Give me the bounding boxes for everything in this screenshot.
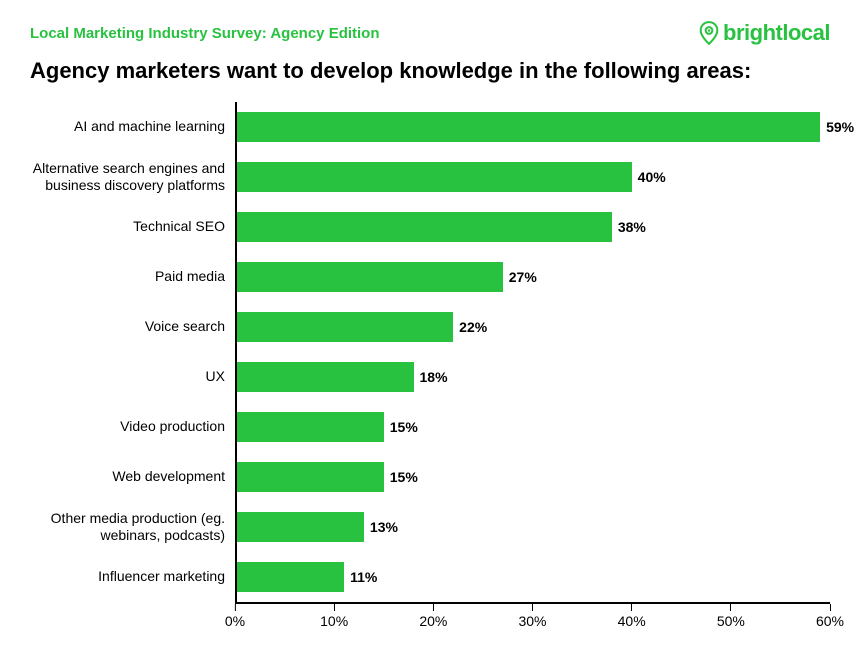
category-label: Video production [30,418,235,436]
tick-label: 20% [419,613,447,629]
plot-cell: 40% [235,152,830,202]
tick-mark [334,604,335,611]
category-label: AI and machine learning [30,118,235,136]
chart-row: AI and machine learning59% [30,102,830,152]
tick-label: 0% [225,613,245,629]
chart-row: Web development15% [30,452,830,502]
value-label: 27% [509,269,537,285]
chart-row: Voice search22% [30,302,830,352]
tick-mark [830,604,831,611]
chart-rows: AI and machine learning59%Alternative se… [30,102,830,602]
bar: 59% [235,112,820,142]
x-tick: 40% [618,604,646,629]
pin-icon [699,21,719,45]
x-tick: 10% [320,604,348,629]
bar: 13% [235,512,364,542]
chart-row: Paid media27% [30,252,830,302]
survey-label: Local Marketing Industry Survey: Agency … [30,25,380,42]
brand-logo: brightlocal [699,20,830,46]
chart-row: Alternative search engines and business … [30,152,830,202]
x-tick: 30% [518,604,546,629]
bar: 22% [235,312,453,342]
bar: 15% [235,412,384,442]
category-label: Alternative search engines and business … [30,160,235,195]
value-label: 15% [390,469,418,485]
chart-row: Influencer marketing11% [30,552,830,602]
chart-row: Video production15% [30,402,830,452]
tick-mark [234,604,235,611]
category-label: Voice search [30,318,235,336]
bar: 15% [235,462,384,492]
x-axis-ticks: 0%10%20%30%40%50%60% [235,602,830,638]
chart-title: Agency marketers want to develop knowled… [0,54,860,102]
plot-cell: 38% [235,202,830,252]
plot-cell: 18% [235,352,830,402]
chart-row: UX18% [30,352,830,402]
plot-cell: 11% [235,552,830,602]
value-label: 15% [390,419,418,435]
plot-cell: 15% [235,402,830,452]
value-label: 18% [420,369,448,385]
category-label: Other media production (eg. webinars, po… [30,510,235,545]
plot-cell: 13% [235,502,830,552]
bar: 11% [235,562,344,592]
value-label: 13% [370,519,398,535]
category-label: Paid media [30,268,235,286]
category-label: Web development [30,468,235,486]
value-label: 40% [638,169,666,185]
category-label: UX [30,368,235,386]
tick-label: 10% [320,613,348,629]
x-tick: 50% [717,604,745,629]
category-label: Influencer marketing [30,568,235,586]
value-label: 59% [826,119,854,135]
x-axis: 0%10%20%30%40%50%60% [30,602,830,638]
chart-row: Other media production (eg. webinars, po… [30,502,830,552]
x-tick: 20% [419,604,447,629]
chart-row: Technical SEO38% [30,202,830,252]
value-label: 38% [618,219,646,235]
y-axis-line [235,102,237,602]
tick-label: 60% [816,613,844,629]
tick-mark [730,604,731,611]
bar: 27% [235,262,503,292]
category-label: Technical SEO [30,218,235,236]
tick-mark [532,604,533,611]
plot-cell: 15% [235,452,830,502]
x-tick: 60% [816,604,844,629]
plot-cell: 22% [235,302,830,352]
x-tick: 0% [225,604,245,629]
tick-label: 50% [717,613,745,629]
tick-mark [631,604,632,611]
bar: 38% [235,212,612,242]
plot-cell: 27% [235,252,830,302]
header: Local Marketing Industry Survey: Agency … [0,0,860,54]
value-label: 22% [459,319,487,335]
value-label: 11% [350,569,377,585]
tick-label: 30% [518,613,546,629]
plot-cell: 59% [235,102,830,152]
bar: 18% [235,362,414,392]
bar: 40% [235,162,632,192]
tick-label: 40% [618,613,646,629]
tick-mark [433,604,434,611]
chart: AI and machine learning59%Alternative se… [30,102,830,638]
brand-name: brightlocal [723,20,830,46]
